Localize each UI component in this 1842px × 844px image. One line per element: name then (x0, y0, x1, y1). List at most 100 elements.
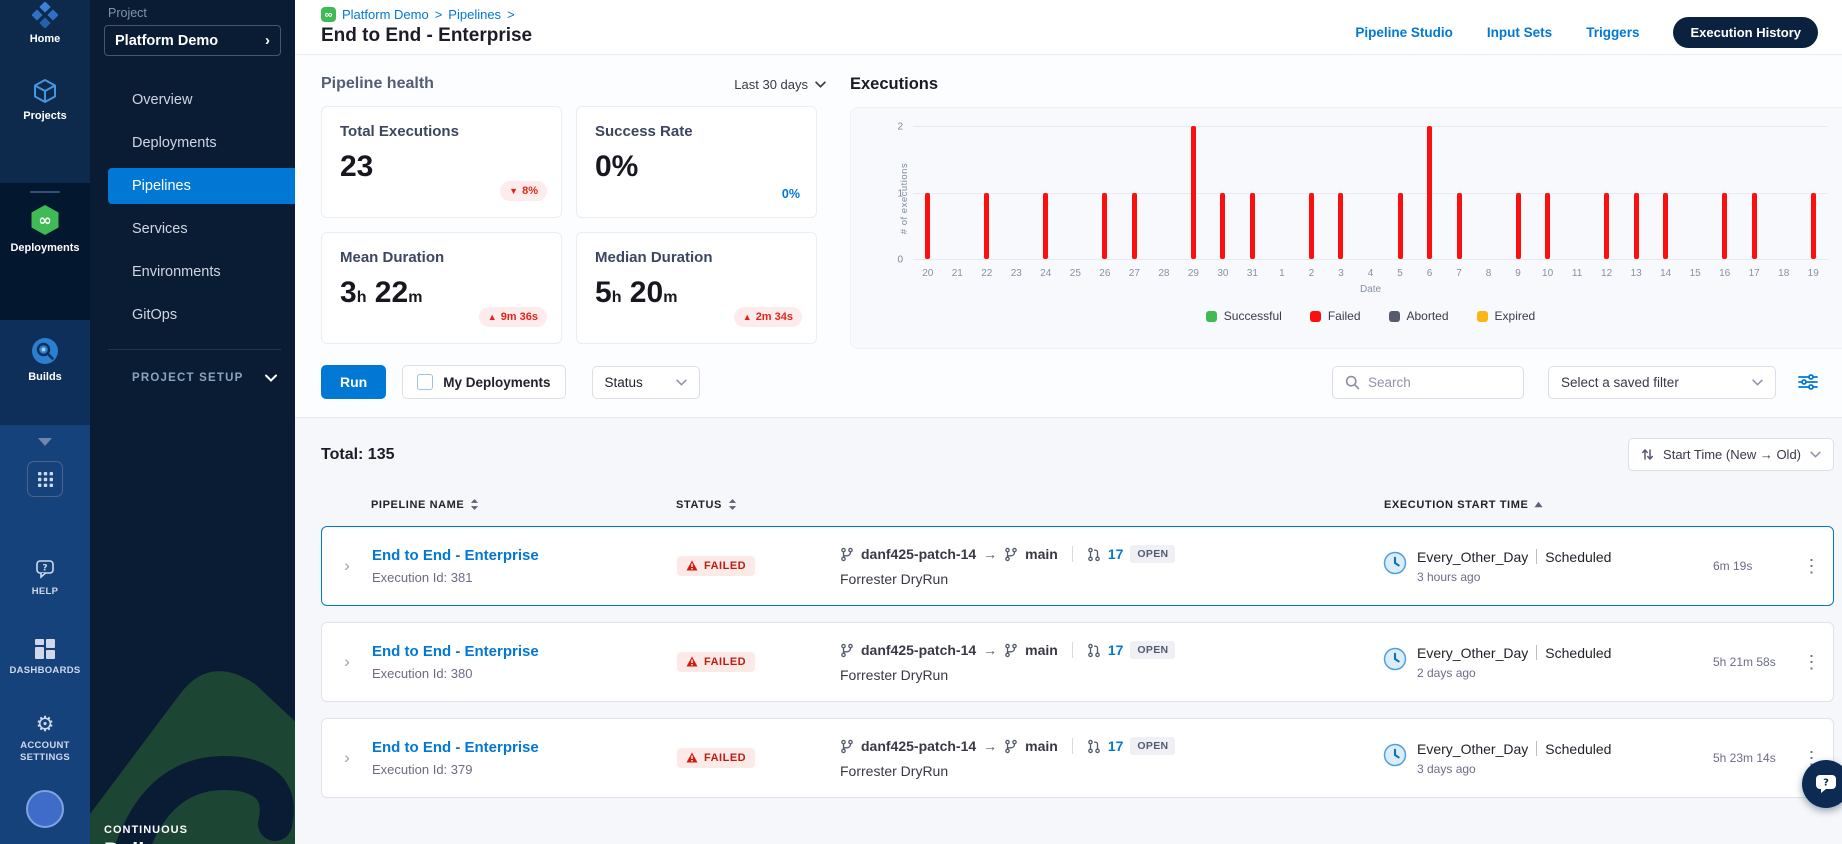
card-value: 3h 22m (340, 276, 423, 309)
legend-failed[interactable]: Failed (1309, 309, 1361, 323)
row-menu-kebab[interactable]: ⋮ (1802, 651, 1822, 672)
source-branch[interactable]: danf425-patch-14 (861, 738, 977, 754)
help-chat-fab[interactable]: ? (1802, 760, 1842, 808)
user-avatar[interactable] (26, 790, 64, 829)
card-value: 23 (340, 150, 374, 183)
rail-item-account-settings[interactable]: ⚙ ACCOUNT SETTINGS (10, 714, 80, 765)
source-branch[interactable]: danf425-patch-14 (861, 642, 977, 658)
total-count: Total: 135 (321, 445, 395, 463)
rail-item-dashboards[interactable]: DASHBOARDS (9, 638, 80, 677)
filter-settings-button[interactable] (1798, 373, 1818, 391)
pr-number-link[interactable]: 17 (1107, 738, 1124, 754)
nav-pipeline-studio[interactable]: Pipeline Studio (1355, 25, 1453, 40)
status-filter-select[interactable]: Status (591, 365, 700, 399)
failed-bar (1338, 192, 1344, 259)
project-setup-toggle[interactable]: PROJECT SETUP (132, 372, 277, 384)
nav-execution-history[interactable]: Execution History (1673, 17, 1818, 48)
module-rail: Home Projects ∞ Deployments (0, 0, 90, 844)
bar-slot-13 (1621, 126, 1651, 260)
rail-item-builds[interactable]: Builds (0, 320, 90, 383)
rail-item-projects[interactable]: Projects (0, 77, 90, 122)
target-branch[interactable]: main (1025, 546, 1058, 562)
bar-slot-11 (1562, 126, 1592, 260)
rail-item-help[interactable]: ? HELP (32, 559, 59, 598)
pipeline-health-title: Pipeline health (321, 75, 434, 92)
sidebar-item-overview[interactable]: Overview (132, 92, 193, 108)
legend-successful[interactable]: Successful (1205, 309, 1282, 323)
execution-row[interactable]: › End to End - Enterprise Execution Id: … (321, 718, 1834, 798)
row-menu-kebab[interactable]: ⋮ (1802, 555, 1822, 576)
x-tick-label: 31 (1246, 268, 1258, 279)
bar-slot-14 (1651, 126, 1681, 260)
project-selector[interactable]: Platform Demo › (104, 25, 281, 56)
chevron-down-icon[interactable] (36, 437, 54, 447)
execution-row[interactable]: › End to End - Enterprise Execution Id: … (321, 526, 1834, 606)
time-range-select[interactable]: Last 30 days (734, 77, 826, 92)
execution-duration: 5h 23m 14s (1713, 751, 1776, 765)
sort-both-icon (728, 499, 737, 510)
sidebar-item-gitops[interactable]: GitOps (132, 307, 178, 323)
x-tick-label: 27 (1128, 268, 1140, 279)
pipeline-name-link[interactable]: End to End - Enterprise (372, 739, 539, 756)
breadcrumb-pipelines-link[interactable]: Pipelines (448, 7, 502, 22)
bar-slot-29 (1179, 126, 1209, 260)
legend-aborted[interactable]: Aborted (1388, 309, 1449, 323)
column-execution-start-time[interactable]: EXECUTION START TIME (1384, 499, 1714, 511)
rail-top-section: Home Projects (0, 0, 90, 183)
pipeline-name-link[interactable]: End to End - Enterprise (372, 547, 539, 564)
svg-text:?: ? (42, 564, 47, 574)
pr-number-link[interactable]: 17 (1107, 642, 1124, 658)
module-grid-button[interactable] (27, 461, 63, 497)
pipeline-name-link[interactable]: End to End - Enterprise (372, 643, 539, 660)
x-tick-label: 28 (1158, 268, 1170, 279)
sidebar-item-deployments[interactable]: Deployments (132, 135, 217, 151)
rail-builds-section: Builds (0, 320, 90, 425)
target-branch[interactable]: main (1025, 642, 1058, 658)
search-input[interactable] (1368, 374, 1511, 390)
nav-input-sets[interactable]: Input Sets (1486, 25, 1553, 40)
failed-bar (1663, 192, 1669, 259)
pr-number-link[interactable]: 17 (1107, 546, 1124, 562)
row-expand-chevron[interactable]: › (344, 652, 350, 671)
schedule-name: Every_Other_Day (1417, 548, 1529, 565)
failed-bar (1043, 192, 1049, 259)
status-filter-value: Status (604, 374, 643, 390)
run-button[interactable]: Run (321, 365, 387, 399)
card-total-executions: Total Executions 23 ▼ 8% (321, 106, 562, 218)
x-tick-label: 18 (1778, 268, 1790, 279)
row-expand-chevron[interactable]: › (344, 748, 350, 767)
my-deployments-toggle[interactable]: My Deployments (402, 365, 566, 399)
bar-slot-31 (1238, 126, 1268, 260)
saved-filter-select[interactable]: Select a saved filter (1548, 365, 1776, 399)
sidebar-item-environments[interactable]: Environments (132, 264, 221, 280)
bar-slot-17 (1739, 126, 1769, 260)
saved-filter-value: Select a saved filter (1561, 374, 1679, 390)
sort-select[interactable]: Start Time (New → Old) (1628, 438, 1834, 471)
x-tick-label: 14 (1660, 268, 1672, 279)
my-deployments-label: My Deployments (443, 374, 551, 390)
pipeline-health-section: Pipeline health Last 30 days Total Execu… (321, 75, 826, 349)
legend-expired[interactable]: Expired (1476, 309, 1535, 323)
row-expand-chevron[interactable]: › (344, 556, 350, 575)
execution-row[interactable]: › End to End - Enterprise Execution Id: … (321, 622, 1834, 702)
column-pipeline-name[interactable]: PIPELINE NAME (371, 498, 676, 511)
x-tick-label: 22 (981, 268, 993, 279)
column-status[interactable]: STATUS (676, 498, 839, 511)
x-tick-label: 12 (1601, 268, 1613, 279)
my-deployments-checkbox[interactable] (417, 374, 434, 390)
module-footer-label: CONTINUOUS (104, 824, 188, 836)
bar-slot-6 (1415, 126, 1445, 260)
git-branch-icon (1005, 547, 1017, 561)
status-badge: FAILED (677, 651, 756, 672)
breadcrumb-project-link[interactable]: Platform Demo (342, 7, 429, 22)
schedule-name: Every_Other_Day (1417, 740, 1529, 757)
target-branch[interactable]: main (1025, 738, 1058, 754)
source-branch[interactable]: danf425-patch-14 (861, 546, 977, 562)
start-time-relative: 3 days ago (1417, 761, 1476, 776)
rail-item-deployments[interactable]: ∞ Deployments (0, 203, 90, 254)
sidebar-item-pipelines[interactable]: Pipelines (108, 168, 295, 204)
sidebar-item-services[interactable]: Services (132, 221, 188, 237)
sidebar-divider (108, 349, 281, 350)
rail-item-home[interactable]: Home (0, 0, 90, 45)
nav-triggers[interactable]: Triggers (1586, 25, 1640, 40)
